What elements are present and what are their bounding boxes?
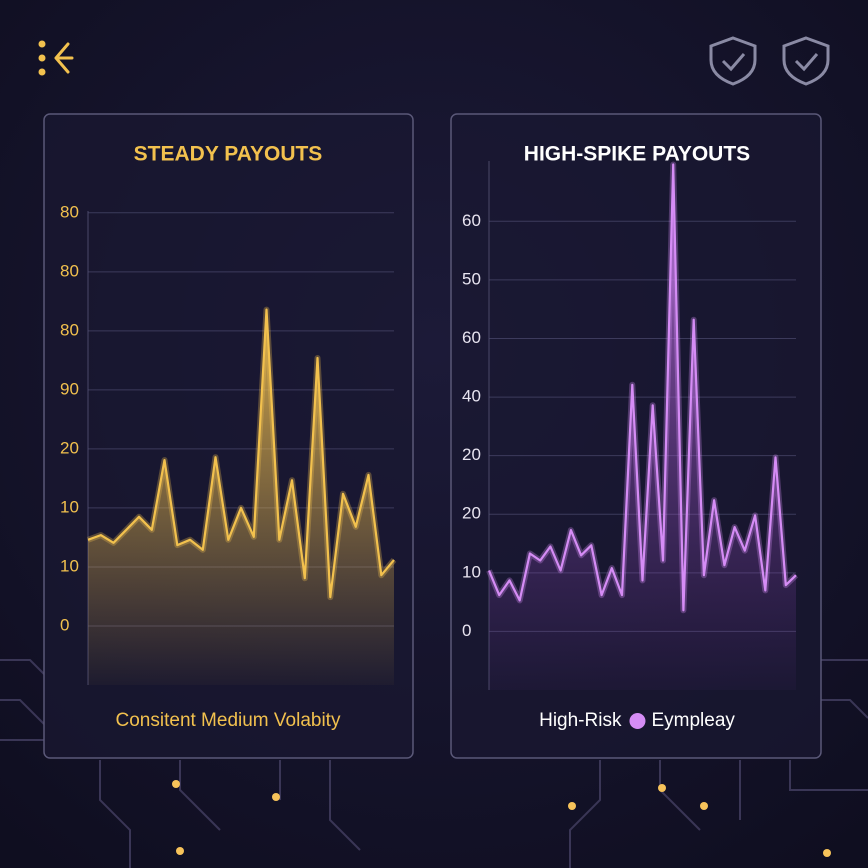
y-tick-label: 80	[60, 202, 79, 221]
chart: HIGH-SPIKE PAYOUTS 0 10 20 20 40 60 50 60 High-Ri…	[462, 143, 799, 731]
legend-swatch	[629, 713, 646, 729]
menu-icon[interactable]	[38, 40, 74, 76]
chart: STEADY PAYOUTS 0 10 10 20 90 80 80 80 Consitent M…	[60, 143, 397, 731]
y-tick-label: 10	[60, 556, 79, 575]
circuit-lines	[0, 659, 868, 868]
caption: High-Risk	[539, 710, 622, 731]
y-tick-label: 40	[462, 387, 481, 406]
y-tick-label: 20	[462, 445, 481, 464]
area	[88, 309, 394, 685]
line	[487, 163, 797, 612]
y-tick-label: 90	[60, 379, 79, 398]
legend-label: Consitent Medium Volabity	[116, 710, 341, 731]
line	[87, 308, 395, 599]
y-tick-label: 20	[462, 504, 481, 523]
chart-title: HIGH-SPIKE PAYOUTS	[524, 143, 750, 166]
y-tick-label: 10	[60, 497, 79, 516]
chart-title: STEADY PAYOUTS	[134, 143, 323, 166]
y-tick-label: 80	[60, 261, 79, 280]
legend-label: Eympleay	[651, 710, 735, 731]
y-tick-label: 0	[462, 621, 471, 640]
circuit-nodes	[172, 780, 831, 857]
area	[489, 164, 796, 690]
y-tick-label: 60	[462, 211, 481, 230]
y-tick-label: 10	[462, 562, 481, 581]
y-tick-label: 80	[60, 320, 79, 339]
y-tick-label: 20	[60, 438, 79, 457]
y-tick-label: 0	[60, 615, 69, 634]
y-tick-label: 50	[462, 269, 481, 288]
y-tick-label: 60	[462, 328, 481, 347]
shield-icons	[709, 36, 830, 86]
